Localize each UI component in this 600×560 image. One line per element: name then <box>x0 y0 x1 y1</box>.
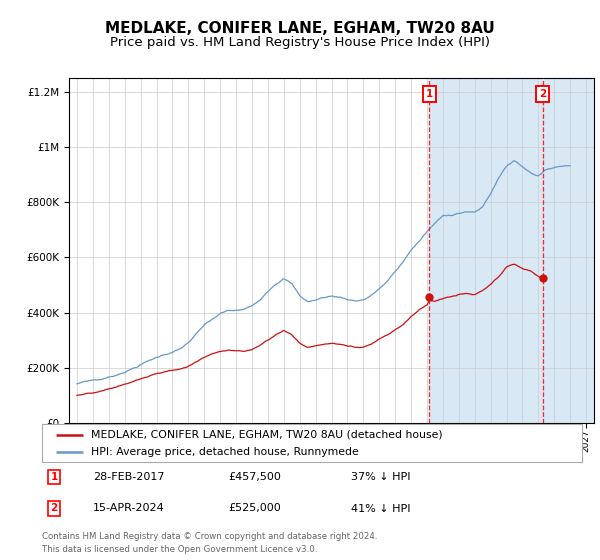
Text: Contains HM Land Registry data © Crown copyright and database right 2024.
This d: Contains HM Land Registry data © Crown c… <box>42 532 377 554</box>
Bar <box>543 78 594 423</box>
Text: 2: 2 <box>539 89 547 99</box>
Text: 37% ↓ HPI: 37% ↓ HPI <box>351 472 410 482</box>
Text: MEDLAKE, CONIFER LANE, EGHAM, TW20 8AU (detached house): MEDLAKE, CONIFER LANE, EGHAM, TW20 8AU (… <box>91 430 442 440</box>
Text: 2: 2 <box>50 503 58 514</box>
Text: 15-APR-2024: 15-APR-2024 <box>93 503 165 514</box>
Text: HPI: Average price, detached house, Runnymede: HPI: Average price, detached house, Runn… <box>91 447 358 457</box>
Text: £525,000: £525,000 <box>228 503 281 514</box>
Text: 1: 1 <box>426 89 433 99</box>
Text: MEDLAKE, CONIFER LANE, EGHAM, TW20 8AU: MEDLAKE, CONIFER LANE, EGHAM, TW20 8AU <box>105 21 495 36</box>
Text: £457,500: £457,500 <box>228 472 281 482</box>
Text: 41% ↓ HPI: 41% ↓ HPI <box>351 503 410 514</box>
Text: 28-FEB-2017: 28-FEB-2017 <box>93 472 164 482</box>
Bar <box>430 78 543 423</box>
Text: 1: 1 <box>50 472 58 482</box>
Text: Price paid vs. HM Land Registry's House Price Index (HPI): Price paid vs. HM Land Registry's House … <box>110 36 490 49</box>
